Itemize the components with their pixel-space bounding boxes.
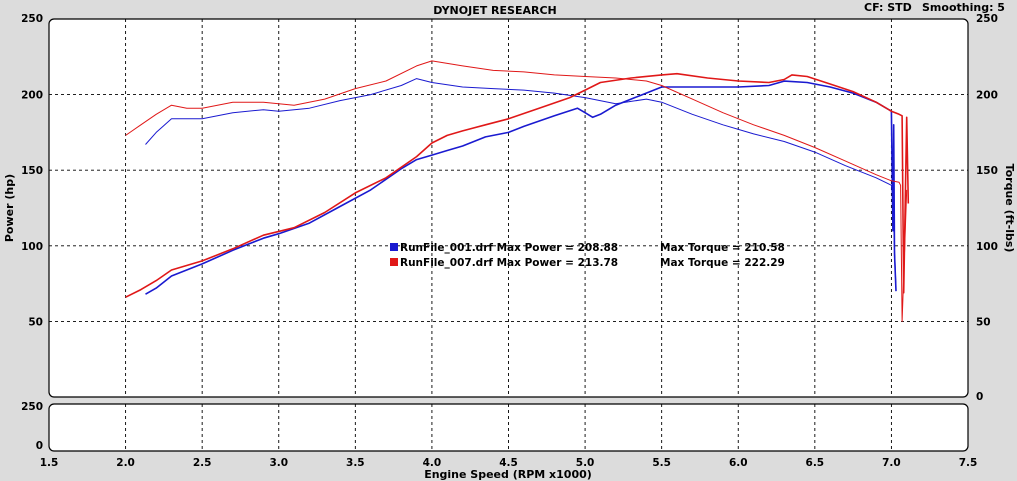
legend-swatch-runfile-007 [390,258,398,266]
y-axis-left-label: Power (hp) [3,174,16,242]
x-tick-label: 5.0 [576,457,595,469]
legend-label-runfile-007: RunFile_007.drf Max Power = 213.78 [400,257,618,269]
torque-line-runfile-001-drf [145,78,897,289]
legend-torque-runfile-007: Max Torque = 222.29 [660,257,785,269]
y-right-tick-label: 250 [976,13,998,25]
x-tick-label: 5.5 [652,457,671,469]
torque-line-runfile-007-drf [125,60,908,322]
y-right-tick-label: 100 [976,241,998,253]
y-left-tick-label: 50 [28,316,43,328]
sub-grid [125,404,892,451]
y-left-tick-label: 200 [21,90,43,102]
y-left-tick-label: 100 [21,241,43,253]
x-axis-label: Engine Speed (RPM x1000) [424,468,592,481]
x-tick-label: 7.5 [959,457,978,469]
y-right-tick-label: 200 [976,90,998,102]
x-tick-label: 7.0 [882,457,901,469]
y-right-tick-label: 150 [976,165,998,177]
header-smoothing: Smoothing: 5 [922,1,1005,14]
x-tick-label: 4.0 [423,457,442,469]
x-tick-label: 6.5 [806,457,825,469]
legend-torque-runfile-001: Max Torque = 210.58 [660,242,785,254]
header-cf: CF: STD [864,1,912,14]
x-tick-label: 6.0 [729,457,748,469]
x-tick-label: 1.5 [40,457,59,469]
legend-label-runfile-001: RunFile_001.drf Max Power = 208.88 [400,242,618,254]
axis-ticks: 1.5 2.0 2.5 3.0 3.5 4.0 4.5 5.0 5.5 6.0 6.5 7.0 7.5 5… [21,13,998,469]
x-tick-label: 2.5 [193,457,212,469]
power-line-runfile-007-drf [125,72,910,298]
y-right-tick-label: 50 [976,316,991,328]
x-tick-label: 3.0 [269,457,288,469]
y-axis-right-label: Torque (ft-lbs) [1003,164,1016,253]
x-tick-label: 4.5 [499,457,518,469]
y-left-tick-label: 250 [21,13,43,25]
y-right-tick-label: 0 [976,391,983,403]
x-tick-label: 3.5 [346,457,365,469]
legend: RunFile_001.drf Max Power = 208.88 Max T… [390,242,785,269]
sub-tick-label: 0 [36,440,43,452]
series-layer [125,60,910,322]
y-left-tick-label: 150 [21,165,43,177]
legend-swatch-runfile-001 [390,243,398,251]
chart-title: DYNOJET RESEARCH [433,4,556,17]
x-tick-label: 2.0 [116,457,135,469]
sub-tick-label: 250 [21,401,43,413]
